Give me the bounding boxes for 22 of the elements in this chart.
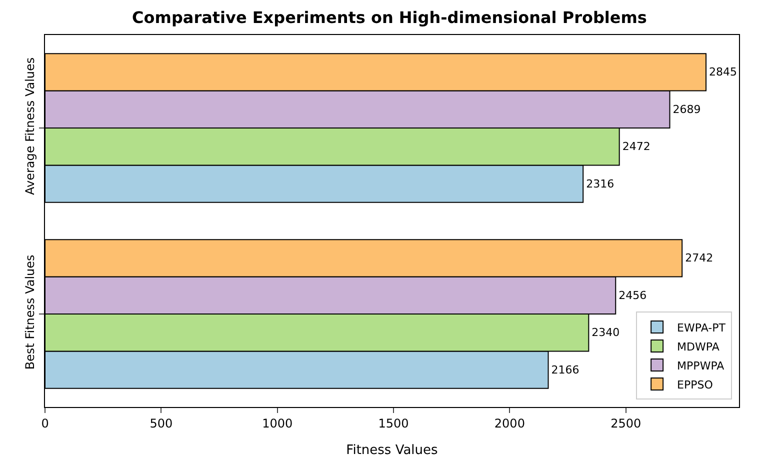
data-label: 2472 [622, 140, 650, 154]
data-label: 2166 [551, 363, 580, 376]
data-label: 2316 [586, 177, 614, 190]
data-label: 2845 [709, 66, 738, 79]
data-label: 2456 [618, 288, 647, 302]
x-tick-label: 1000 [262, 416, 293, 430]
x-tick-label: 2500 [610, 416, 642, 430]
y-tick-label: Average Fitness Values [23, 57, 38, 196]
data-label: 2742 [685, 252, 714, 265]
data-label: 2689 [672, 102, 701, 116]
data-label: 2340 [592, 326, 620, 340]
x-tick-label: 1500 [378, 416, 409, 430]
legend-label: EWPA-PT [677, 321, 726, 334]
x-tick-label: 2000 [494, 416, 525, 430]
legend-label: MDWPA [677, 340, 720, 354]
chart-title: Comparative Experiments on High-dimensional Problems [132, 8, 647, 27]
legend-label: MPPWPA [677, 359, 725, 372]
legend-label: EPPSO [677, 378, 714, 392]
x-tick-label: 0 [41, 416, 49, 430]
x-tick-label: 500 [150, 416, 173, 430]
x-axis-title: Fitness Values [346, 443, 438, 458]
y-tick-label: Best Fitness Values [23, 254, 38, 370]
